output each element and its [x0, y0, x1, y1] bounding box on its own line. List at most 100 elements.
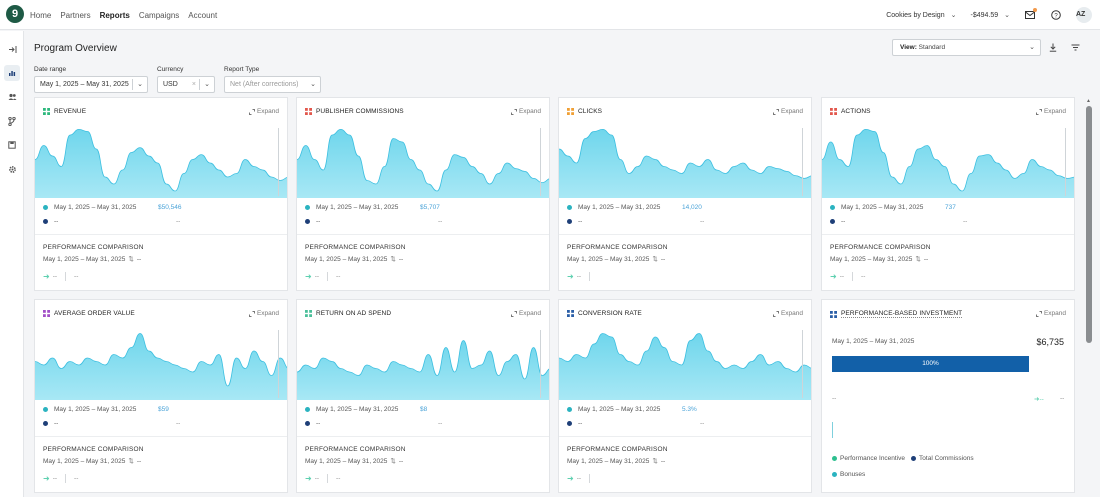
- performance-comparison-title: PERFORMANCE COMPARISON: [305, 244, 406, 251]
- trend-value: --: [314, 273, 320, 280]
- expand-button[interactable]: Expand: [510, 108, 541, 115]
- previous-range: --: [316, 218, 321, 225]
- expand-button[interactable]: Expand: [1035, 108, 1066, 115]
- previous-value: --: [700, 218, 705, 225]
- expand-button[interactable]: Expand: [772, 310, 803, 317]
- trend-value: --: [1039, 396, 1044, 403]
- current-value: 14,020: [682, 204, 702, 211]
- card-header: REVENUE: [43, 108, 86, 115]
- previous-range: --: [841, 218, 846, 225]
- previous-value: --: [438, 218, 443, 225]
- report-type-select[interactable]: Net (After corrections) ⌄: [224, 76, 321, 93]
- trend-arrow-icon: ➜: [305, 272, 312, 281]
- performance-comparison-title: PERFORMANCE COMPARISON: [567, 244, 668, 251]
- expand-label: Expand: [256, 108, 279, 115]
- scroll-up-icon[interactable]: ▲: [1086, 98, 1091, 104]
- chart-cursor-line: [540, 330, 541, 398]
- brand-logo[interactable]: 9: [6, 5, 24, 23]
- view-select[interactable]: View: Standard ⌄: [892, 39, 1041, 56]
- return-on-ad-spend-card: RETURN ON AD SPEND Expand May 1, 2025 – Ma…: [296, 299, 550, 493]
- perf-range-dash: --: [660, 458, 666, 465]
- help-icon[interactable]: ?: [1050, 9, 1062, 21]
- divider: [327, 474, 329, 483]
- expand-button[interactable]: Expand: [772, 108, 803, 115]
- chart-area: [559, 129, 811, 198]
- current-range: May 1, 2025 – May 31, 2025: [316, 204, 399, 211]
- conversion-rate-card: CONVERSION RATE Expand May 1, 2025 – May 3…: [558, 299, 812, 493]
- chart-area: [35, 129, 287, 198]
- legend-dot: [832, 456, 837, 461]
- previous-value: --: [438, 420, 443, 427]
- save-icon[interactable]: [4, 137, 20, 153]
- trend-arrow-icon: ➜: [43, 474, 50, 483]
- legend-performance-incentive[interactable]: Performance Incentive: [840, 455, 906, 462]
- expand-button[interactable]: Expand: [510, 310, 541, 317]
- trend-arrow-icon: ➜: [305, 474, 312, 483]
- expand-icon: [248, 310, 255, 317]
- actions-card: ACTIONS Expand May 1, 2025 – May 31, 2025 7…: [821, 97, 1075, 291]
- area-chart: [35, 333, 287, 400]
- download-icon[interactable]: [1047, 41, 1059, 53]
- chart-cursor-line: [802, 330, 803, 398]
- area-chart: [559, 333, 811, 400]
- performance-footer: ➜ --: [567, 474, 598, 483]
- currency-select[interactable]: USD × ⌄: [157, 76, 215, 93]
- divider: [589, 272, 591, 281]
- settings-gear-icon[interactable]: [4, 161, 20, 177]
- chart-line: [822, 128, 1074, 192]
- card-header: PERFORMANCE-BASED INVESTMENT: [830, 310, 963, 318]
- collapse-sidebar-icon[interactable]: [4, 41, 20, 57]
- trend-value: --: [52, 475, 58, 482]
- branch-icon[interactable]: [4, 113, 20, 129]
- filter-icon[interactable]: [1069, 41, 1081, 53]
- partners-users-icon[interactable]: [4, 89, 20, 105]
- nav-account[interactable]: Account: [188, 10, 218, 20]
- left-sidebar: [0, 31, 24, 497]
- chart-cursor-line: [1065, 128, 1066, 196]
- expand-button[interactable]: Expand: [248, 108, 279, 115]
- expand-button[interactable]: Expand: [248, 310, 279, 317]
- current-range: May 1, 2025 – May 31, 2025: [578, 204, 661, 211]
- current-value: $5,707: [420, 204, 440, 211]
- legend-previous: --: [43, 218, 58, 225]
- top-navigation: 9 Home Partners Reports Campaigns Accoun…: [0, 0, 1100, 30]
- expand-icon: [510, 310, 517, 317]
- date-range-picker[interactable]: May 1, 2025 – May 31, 2025 ⌄: [34, 76, 148, 93]
- nav-campaigns[interactable]: Campaigns: [138, 10, 180, 20]
- performance-comparison-title: PERFORMANCE COMPARISON: [43, 244, 144, 251]
- report-type-value: Net (After corrections): [230, 81, 299, 88]
- legend-dot: [567, 407, 572, 412]
- nav-home[interactable]: Home: [30, 10, 52, 20]
- account-switcher[interactable]: Cookies by Design ⌄: [886, 11, 957, 20]
- trend-secondary: --: [336, 273, 341, 280]
- legend-dot: [305, 205, 310, 210]
- legend-previous: --: [305, 420, 320, 427]
- mail-icon[interactable]: [1024, 8, 1037, 21]
- chevron-down-icon: ⌄: [950, 12, 957, 19]
- perf-range-text: May 1, 2025 – May 31, 2025: [567, 458, 650, 465]
- currency-value: USD: [163, 81, 178, 88]
- nav-partners[interactable]: Partners: [60, 10, 91, 20]
- chevron-down-icon: ⌄: [1004, 12, 1010, 19]
- current-range: May 1, 2025 – May 31, 2025: [54, 204, 137, 211]
- chart-cursor-line: [540, 128, 541, 196]
- perf-range-text: May 1, 2025 – May 31, 2025: [305, 458, 388, 465]
- scrollbar-thumb[interactable]: [1086, 106, 1092, 343]
- grid-icon: [305, 310, 312, 317]
- view-select-value: Standard: [918, 44, 946, 51]
- date-range-label: Date range: [34, 66, 67, 73]
- chevron-down-icon: ⌄: [1029, 44, 1035, 51]
- clear-icon[interactable]: ×: [191, 81, 196, 88]
- expand-button[interactable]: Expand: [1035, 310, 1066, 317]
- avatar[interactable]: AZ: [1076, 7, 1092, 23]
- legend-bonuses[interactable]: Bonuses: [840, 471, 866, 478]
- nav-reports[interactable]: Reports: [99, 10, 130, 20]
- legend-total-commissions[interactable]: Total Commissions: [919, 455, 974, 462]
- expand-icon: [1035, 108, 1042, 115]
- balance-menu[interactable]: -$494.59 ⌄: [970, 11, 1010, 20]
- reports-chart-icon[interactable]: [4, 65, 20, 81]
- report-type-label: Report Type: [224, 66, 260, 73]
- legend-dot: [911, 456, 917, 461]
- card-title[interactable]: PERFORMANCE-BASED INVESTMENT: [841, 310, 963, 318]
- area-chart: [297, 340, 549, 400]
